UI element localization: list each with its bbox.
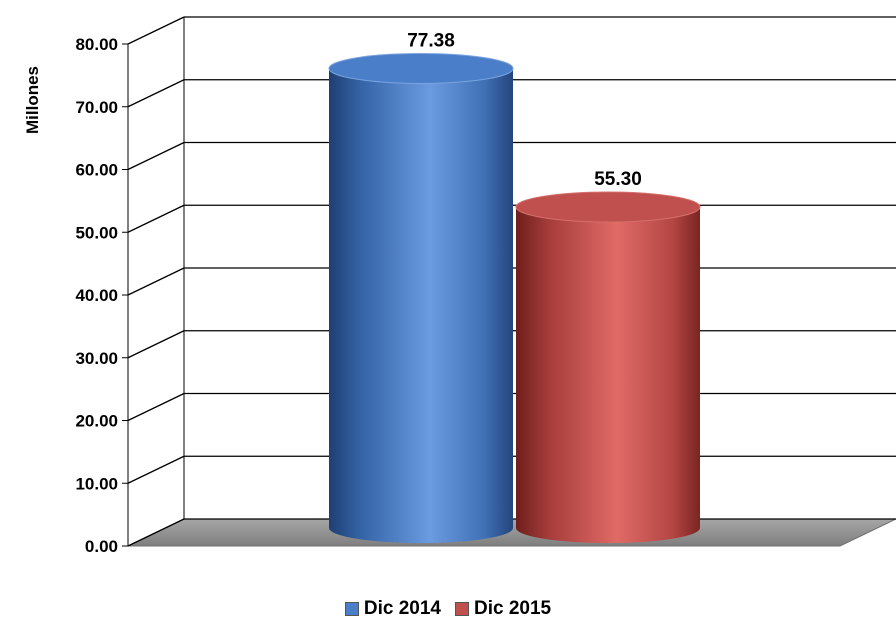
legend-item-dic-2015[interactable]: Dic 2015 <box>455 598 551 620</box>
bar-1 <box>328 52 514 544</box>
y-tick-label: 40.00 <box>75 286 118 305</box>
y-tick-label: 70.00 <box>75 98 118 117</box>
chart-area: 0.00 10.00 20.00 30.00 40.00 50.00 60.00 70.00 8… <box>23 16 896 556</box>
y-tick-label: 0.00 <box>85 537 118 556</box>
y-tick-label: 50.00 <box>75 223 118 242</box>
y-axis-ticks: 0.00 10.00 20.00 30.00 40.00 50.00 60.00 70.00 8… <box>75 35 118 556</box>
y-tick-label: 20.00 <box>75 412 118 431</box>
legend: Dic 2014 Dic 2015 <box>0 598 896 620</box>
y-tick-label: 30.00 <box>75 349 118 368</box>
y-axis-label: Millones <box>23 66 42 134</box>
bar-top <box>328 52 514 84</box>
bar-body <box>516 206 700 543</box>
bar-body <box>329 68 513 544</box>
bar-2 <box>515 191 701 543</box>
data-labels: 77.38 55.30 <box>407 30 642 190</box>
legend-swatch-blue <box>344 602 359 616</box>
data-label: 55.30 <box>594 169 642 190</box>
legend-swatch-red <box>455 602 469 616</box>
data-label: 77.38 <box>407 30 455 51</box>
legend-item-dic-2014[interactable]: Dic 2014 <box>344 598 441 620</box>
gridline-diagonal <box>127 455 185 484</box>
gridline-diagonal <box>127 267 185 296</box>
y-tick-label: 10.00 <box>75 474 118 493</box>
gridline-diagonal <box>127 16 185 45</box>
gridline-diagonal <box>127 518 185 547</box>
y-tick-label: 80.00 <box>75 35 118 54</box>
legend-label: Dic 2014 <box>363 598 441 619</box>
gridline-diagonal <box>127 141 185 171</box>
bar-top <box>515 191 701 223</box>
y-tick-label: 60.00 <box>75 161 118 180</box>
gridline-diagonal <box>127 204 185 233</box>
gridline-diagonal <box>127 392 185 422</box>
bars <box>328 52 701 544</box>
legend-label: Dic 2015 <box>474 598 552 619</box>
gridline-diagonal <box>127 330 185 359</box>
gridlines <box>122 16 896 547</box>
gridline-diagonal <box>127 79 185 108</box>
